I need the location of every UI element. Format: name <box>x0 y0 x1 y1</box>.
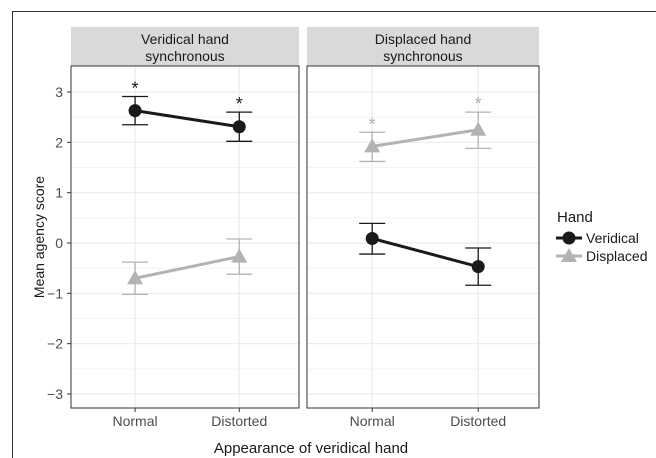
panel-2-displaced-line <box>371 128 479 148</box>
panel-2-displaced-significance-label: * <box>369 114 376 134</box>
legend-displaced-label: Displaced <box>586 248 647 264</box>
legend-veridical-marker <box>562 231 576 245</box>
panel-1-displaced-line <box>134 255 240 280</box>
y-tick-label: 2 <box>55 134 63 150</box>
figure-border-left <box>12 11 13 458</box>
y-tick-label: 3 <box>55 84 63 100</box>
panel-1-displaced-point <box>127 270 144 285</box>
y-tick-label: −3 <box>47 386 63 402</box>
panel-2-x-tick-label: Normal <box>350 413 395 429</box>
panel-2-displaced-point <box>470 121 487 136</box>
x-axis-title: Appearance of veridical hand <box>214 440 408 457</box>
panel-1-veridical-point <box>232 120 246 134</box>
panel-1-x-tick-label: Normal <box>113 413 158 429</box>
y-tick-label: 0 <box>55 235 63 251</box>
panel-2-displaced-point <box>364 138 381 153</box>
panel-2-strip-label-line2: synchronous <box>383 48 462 64</box>
legend-title: Hand <box>557 209 593 226</box>
panel-2-background <box>307 66 539 408</box>
panel-2-border <box>306 65 540 409</box>
legend-veridical-label: Veridical <box>586 230 639 246</box>
panel-1-background <box>71 66 299 408</box>
panel-2-x-tick-label: Distorted <box>450 413 506 429</box>
y-axis-title: Mean agency score <box>31 176 47 298</box>
panel-1-strip <box>71 27 299 66</box>
panel-1-veridical-significance-label: * <box>236 94 243 114</box>
legend-displaced-marker <box>561 248 577 262</box>
panel-2-strip <box>307 27 539 66</box>
panel-1-veridical-significance-label: * <box>132 79 139 99</box>
y-tick-label: −1 <box>47 285 63 301</box>
panel-1-border <box>70 65 300 409</box>
figure-border-top <box>12 11 656 12</box>
panel-2-strip-label-line1: Displaced hand <box>375 31 472 47</box>
panel-2-veridical-line <box>371 237 479 269</box>
panel-2-veridical-point <box>365 231 379 245</box>
panel-2-veridical-point <box>471 260 485 274</box>
panel-1-x-tick-label: Distorted <box>211 413 267 429</box>
panel-1-strip-label-line2: synchronous <box>145 48 224 64</box>
panel-1-strip-label-line1: Veridical hand <box>141 31 229 47</box>
y-tick-label: 1 <box>55 185 63 201</box>
panel-1-displaced-point <box>231 248 248 263</box>
y-tick-label: −2 <box>47 336 63 352</box>
panel-1-veridical-point <box>128 104 142 118</box>
panel-2-displaced-significance-label: * <box>475 94 482 114</box>
panel-1-veridical-line <box>134 109 240 129</box>
